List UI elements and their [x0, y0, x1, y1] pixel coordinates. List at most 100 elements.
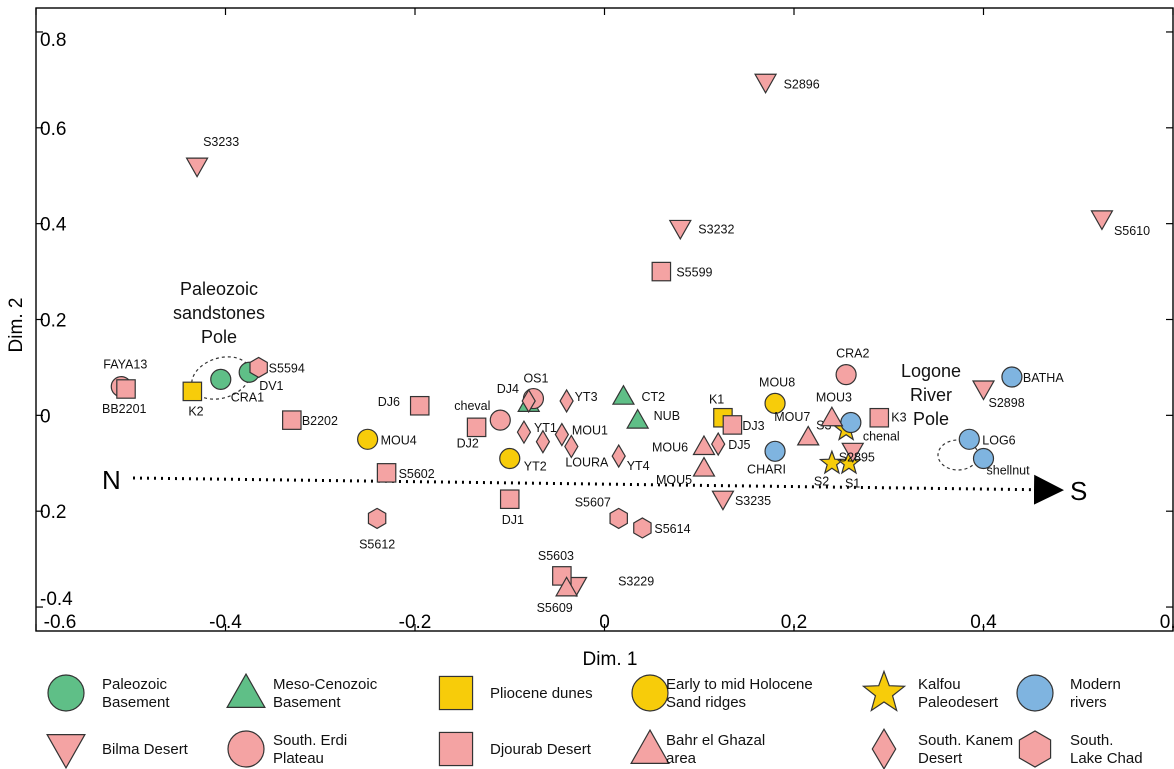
point-DJ4: DJ4: [497, 382, 536, 414]
point-LOURA: LOURA: [564, 434, 609, 469]
point-MOU6: MOU6: [652, 434, 716, 456]
legend-label: South. Erdi: [273, 732, 347, 749]
point-marker: [489, 409, 511, 431]
point-chenal: chenal: [840, 411, 900, 444]
x-axis-label: Dim. 1: [583, 649, 638, 670]
point-marker: [668, 219, 692, 241]
x-tick-label: 0.2: [781, 612, 807, 633]
point-marker: [516, 419, 532, 445]
point-label: CRA2: [836, 347, 869, 361]
point-marker: [958, 428, 980, 450]
point-marker: [1001, 366, 1023, 388]
point-label: S5594: [269, 361, 305, 375]
point-CHARI: CHARI: [747, 440, 786, 476]
point-label: S1: [845, 476, 860, 490]
point-label: DJ1: [502, 513, 524, 527]
point-marker: [521, 388, 536, 414]
point-S5599: S5599: [651, 261, 713, 282]
legend-symbol: [226, 672, 266, 709]
point-marker: [722, 415, 743, 435]
point-marker: [609, 507, 628, 530]
point-marker: [555, 576, 579, 597]
legend-label: South.: [1070, 732, 1113, 749]
legend-symbol: [46, 733, 86, 769]
point-label: DV1: [259, 379, 283, 393]
point-marker: [499, 489, 520, 510]
point-label: S5599: [676, 266, 712, 280]
point-K3: K3: [869, 407, 907, 428]
point-label: DJ3: [742, 419, 764, 433]
point-label: K3: [891, 411, 906, 425]
point-S3232: S3232: [668, 219, 734, 241]
point-label: MOU3: [816, 391, 852, 405]
point-marker: [835, 364, 857, 386]
point-label: LOG6: [982, 433, 1015, 447]
point-label: cheval: [454, 399, 490, 413]
x-tick-label: 0.4: [970, 612, 997, 633]
point-marker: [554, 422, 570, 447]
point-label: S5612: [359, 537, 395, 551]
paleozoic-pole-label: Paleozoic: [180, 279, 258, 299]
legend-label: Early to mid Holocene: [666, 676, 813, 693]
point-label: MOU6: [652, 440, 688, 454]
point-S3235: S3235: [711, 490, 771, 511]
logone-pole-label: Logone: [901, 361, 961, 381]
point-DJ2: DJ2: [457, 417, 487, 450]
point-label: YT1: [534, 421, 557, 435]
legend-label: Modern: [1070, 676, 1121, 693]
point-label: S3233: [203, 135, 239, 149]
point-label: LOURA: [565, 455, 609, 469]
point-marker: [116, 379, 136, 399]
point-label: S2896: [784, 77, 820, 91]
point-cheval: cheval: [454, 399, 511, 431]
point-label: shellnut: [987, 463, 1031, 477]
point-S5603: S5603: [538, 549, 574, 586]
point-marker: [367, 507, 387, 530]
point-YT2: YT2: [499, 447, 547, 473]
legend-symbol: [861, 669, 907, 712]
x-tick-label: 0: [599, 612, 610, 633]
point-marker: [282, 410, 302, 430]
point-MOU3: MOU3: [816, 391, 852, 427]
legend-label: Bahr el Ghazal: [666, 732, 765, 749]
point-S5614: S5614: [633, 517, 691, 539]
point-label: S2898: [989, 396, 1025, 410]
point-marker: [841, 442, 865, 464]
point-DJ3: DJ3: [722, 415, 765, 435]
point-S1: S1: [835, 449, 863, 490]
point-marker: [764, 440, 786, 462]
point-marker: [626, 408, 650, 429]
point-label: MOU5: [656, 473, 692, 487]
point-marker: [611, 443, 626, 469]
legend-label: Desert: [918, 750, 963, 767]
point-marker: [249, 356, 268, 379]
point-marker: [559, 388, 574, 414]
point-MOU1: MOU1: [554, 422, 608, 447]
point-label: CT2: [641, 390, 665, 404]
point-marker: [820, 406, 844, 427]
point-MOU7: MOU7: [774, 410, 820, 446]
legend-label: Paleodesert: [918, 694, 999, 711]
point-S3229: S3229: [564, 574, 654, 598]
data-points: CRA1DV1CT2NUBK2K1MOU4YT2MOU8S3S2S1BATHAL…: [102, 73, 1150, 615]
point-label: NUB: [654, 409, 680, 423]
point-S5594: S5594: [249, 356, 305, 379]
legend-label: area: [666, 750, 697, 767]
north-south-arrow: [132, 474, 1064, 505]
point-NUB: NUB: [626, 408, 680, 429]
point-S2895: S2895: [839, 442, 875, 464]
paleozoic-pole-label: Pole: [201, 327, 237, 347]
paleozoic-pole-label: sandstones: [173, 303, 265, 323]
legend-label: Meso-Cenozoic: [273, 676, 378, 693]
legend-label: rivers: [1070, 694, 1107, 711]
legend-label: Djourab Desert: [490, 741, 592, 758]
logone-pole-label: River: [910, 385, 952, 405]
point-MOU8: MOU8: [759, 375, 795, 414]
legend-label: Bilma Desert: [102, 741, 189, 758]
legend-symbol: [1018, 730, 1052, 768]
legend-item-bilma: Bilma Desert: [46, 733, 189, 769]
point-S2896: S2896: [754, 73, 820, 94]
